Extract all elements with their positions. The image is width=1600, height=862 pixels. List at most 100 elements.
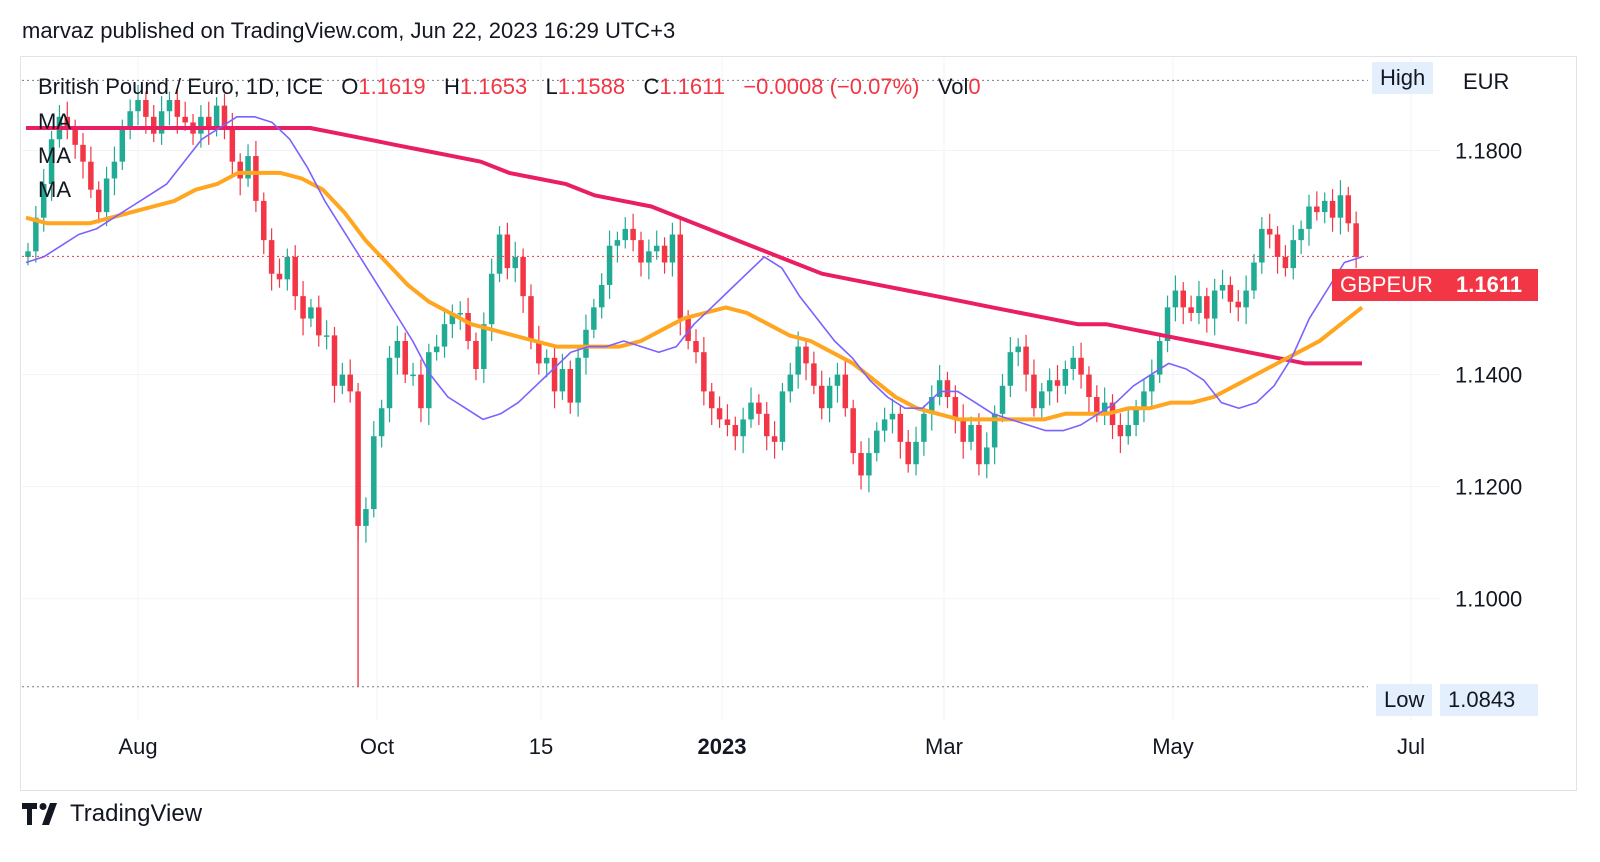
candle-body bbox=[166, 100, 173, 112]
candle-body bbox=[1117, 425, 1124, 437]
candle-body bbox=[1141, 391, 1147, 409]
candle-body bbox=[811, 363, 817, 386]
candle-body bbox=[402, 340, 408, 375]
ma-label-1[interactable]: MA bbox=[38, 109, 71, 134]
candle-body bbox=[331, 335, 338, 386]
candle-body bbox=[64, 116, 71, 129]
candle-body bbox=[488, 273, 495, 325]
change-value: −0.0008 (−0.07%) bbox=[743, 74, 920, 99]
chart-grid bbox=[22, 58, 1440, 720]
candle-body bbox=[669, 234, 676, 263]
ohlc-legend: British Pound / Euro, 1D, ICE O1.1619 H1… bbox=[38, 74, 981, 100]
candle-body bbox=[237, 161, 243, 179]
candle-body bbox=[1156, 340, 1163, 375]
low-value: 1.1588 bbox=[557, 74, 626, 99]
candle-body bbox=[866, 453, 872, 476]
candle-body bbox=[150, 116, 157, 134]
candle-body bbox=[944, 380, 951, 398]
candle-body bbox=[575, 357, 581, 403]
candle-body bbox=[724, 419, 731, 426]
candle-body bbox=[418, 374, 424, 409]
candle-body bbox=[622, 228, 629, 241]
time-tick-label: May bbox=[1152, 734, 1194, 759]
candle-body bbox=[339, 374, 346, 386]
candle-body bbox=[1149, 374, 1155, 392]
tradingview-logo[interactable]: TradingView bbox=[22, 800, 202, 828]
candle-body bbox=[850, 408, 856, 454]
candle-body bbox=[936, 380, 943, 398]
candle-body bbox=[261, 200, 267, 241]
candle-body bbox=[834, 374, 841, 386]
high-value: 1.1653 bbox=[459, 74, 528, 99]
chart-frame bbox=[20, 56, 1577, 791]
candle-body bbox=[536, 340, 542, 364]
candle-body bbox=[1039, 391, 1045, 409]
candle-body bbox=[763, 413, 770, 437]
time-tick-label: 15 bbox=[529, 734, 553, 759]
candle-body bbox=[1353, 223, 1359, 257]
candle-body bbox=[826, 385, 833, 409]
candle-body bbox=[528, 296, 534, 341]
candle-body bbox=[394, 340, 401, 358]
candle-body bbox=[1164, 307, 1171, 341]
candle-body bbox=[693, 340, 699, 353]
candle-body bbox=[127, 111, 133, 129]
candle-body bbox=[921, 413, 927, 442]
candle-body bbox=[371, 436, 377, 510]
candle-body bbox=[1101, 402, 1108, 414]
candle-body bbox=[213, 105, 220, 129]
candle-body bbox=[481, 324, 487, 369]
ma-label-2[interactable]: MA bbox=[38, 143, 71, 168]
time-tick-label: Oct bbox=[360, 734, 394, 759]
candle-body bbox=[347, 374, 353, 392]
candle-body bbox=[386, 357, 393, 409]
volume-label: Vol bbox=[937, 74, 969, 99]
candle-body bbox=[1007, 352, 1014, 386]
time-tick-label: Aug bbox=[118, 734, 157, 759]
candle-body bbox=[1086, 374, 1092, 398]
candle-body bbox=[1211, 290, 1218, 319]
candle-body bbox=[119, 128, 126, 162]
candle-body bbox=[646, 251, 652, 263]
candle-body bbox=[842, 374, 849, 409]
candle-body bbox=[732, 425, 739, 437]
price-axis: 1.1800 1.1400 1.1200 1.1000 bbox=[1455, 138, 1522, 611]
candle-body bbox=[614, 240, 621, 246]
ma-label-3[interactable]: MA bbox=[38, 177, 71, 202]
candle-body bbox=[795, 346, 801, 375]
candle-body bbox=[1070, 357, 1076, 369]
ma-short-line bbox=[25, 116, 1363, 432]
ma-mid-line bbox=[25, 170, 1364, 422]
candle-body bbox=[1251, 262, 1257, 291]
candle-body bbox=[292, 256, 298, 297]
candle-body bbox=[1314, 206, 1320, 213]
candle-body bbox=[1259, 228, 1265, 263]
candle-body bbox=[465, 312, 471, 341]
candle-body bbox=[787, 374, 794, 392]
close-label: C bbox=[643, 74, 660, 99]
candle-body bbox=[284, 256, 291, 280]
candle-body bbox=[25, 251, 31, 257]
candle-body bbox=[677, 234, 684, 319]
candle-body bbox=[88, 161, 94, 190]
symbol-price-tag: GBPEUR bbox=[1332, 269, 1441, 301]
candle-body bbox=[1204, 296, 1210, 319]
currency-label: EUR bbox=[1463, 69, 1510, 94]
candle-body bbox=[111, 161, 118, 179]
high-label: H bbox=[444, 74, 460, 99]
candle-body bbox=[1266, 228, 1273, 235]
candle-body bbox=[960, 419, 966, 442]
close-value: 1.1611 bbox=[659, 74, 725, 99]
candle-body bbox=[1188, 307, 1194, 313]
candle-body bbox=[174, 100, 181, 117]
candle-body bbox=[457, 312, 463, 315]
candle-body bbox=[803, 346, 809, 364]
candle-body bbox=[1133, 408, 1139, 426]
candle-body bbox=[567, 368, 574, 403]
candle-body bbox=[1180, 290, 1186, 308]
candles bbox=[25, 84, 1359, 687]
candle-body bbox=[253, 156, 259, 201]
candle-body bbox=[473, 340, 479, 369]
candle-body bbox=[630, 228, 636, 241]
